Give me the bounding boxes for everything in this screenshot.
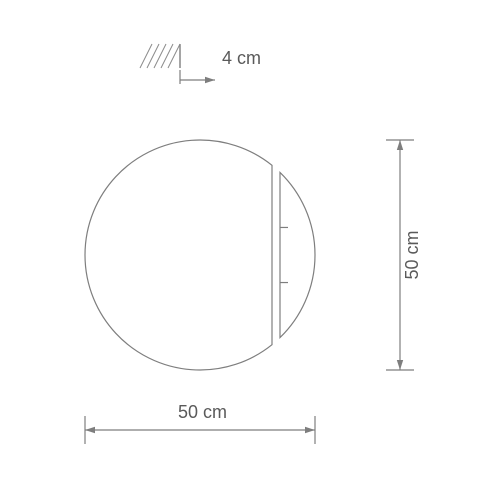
dimension-width: 50 cm <box>85 402 315 444</box>
dimension-depth: 4 cm <box>180 48 261 84</box>
width-label: 50 cm <box>178 402 227 422</box>
technical-drawing: 4 cm 50 cm 50 cm <box>0 0 500 500</box>
wall-hatch <box>140 44 180 68</box>
shape-right <box>280 172 315 337</box>
shape-left <box>85 140 272 370</box>
product-shape <box>85 140 315 370</box>
depth-label: 4 cm <box>222 48 261 68</box>
dimension-height: 50 cm <box>386 140 422 370</box>
height-label: 50 cm <box>402 230 422 279</box>
